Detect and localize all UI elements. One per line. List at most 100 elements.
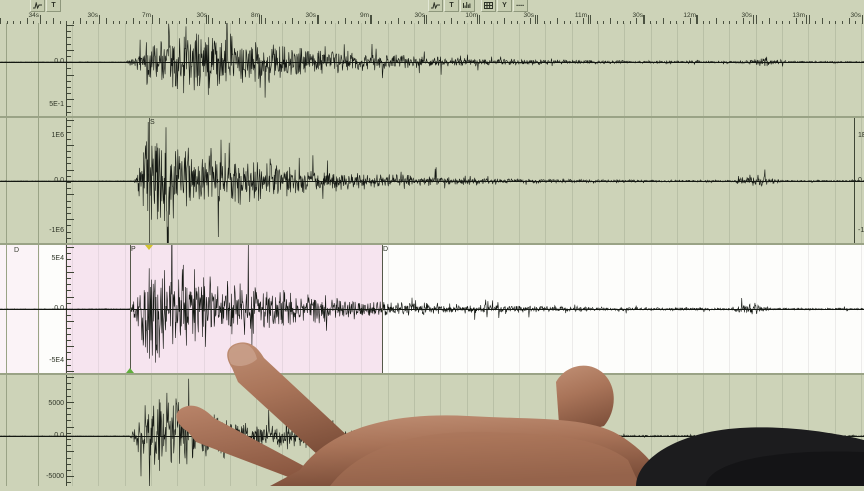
ruler-tick <box>331 21 332 24</box>
ruler-tick <box>564 21 565 24</box>
y-axis-tick <box>67 334 71 335</box>
grid-tool-button[interactable] <box>481 0 496 12</box>
time-tool-button[interactable]: T <box>46 0 61 12</box>
ruler-tick <box>318 15 319 24</box>
ruler-tick <box>345 18 346 24</box>
trace-panel-3[interactable]: D 5E4 0.0 -5E4 P D <box>0 245 864 373</box>
grid-line <box>861 118 862 243</box>
phase-marker-label: D <box>383 246 389 253</box>
ruler-tick <box>643 15 644 24</box>
y-axis-tick <box>67 321 74 322</box>
ruler-label: 11m <box>574 12 587 19</box>
ruler-tick <box>709 21 710 24</box>
waveform-trace[interactable] <box>0 245 864 373</box>
grid-line <box>598 118 599 243</box>
ruler-tick <box>0 18 1 24</box>
phase-marker-d[interactable]: D <box>382 245 388 373</box>
mini-preview-column[interactable] <box>0 23 40 116</box>
phase-marker-s[interactable]: S <box>149 118 155 243</box>
ruler-tick <box>298 21 299 24</box>
ruler-tick <box>285 21 286 24</box>
ruler-tick <box>139 21 140 24</box>
ruler-tick <box>835 21 836 24</box>
ruler-tick <box>245 21 246 24</box>
ruler-tick <box>179 21 180 24</box>
grid-line <box>624 118 625 243</box>
ruler-tick <box>292 18 293 24</box>
ruler-tick <box>617 21 618 24</box>
y-axis-tick <box>67 201 71 202</box>
panel-background <box>0 23 864 116</box>
y-axis-label: 5000 <box>48 400 64 407</box>
y-axis-tick <box>67 188 71 189</box>
mini-preview-column[interactable] <box>0 118 40 243</box>
waveform-trace[interactable] <box>0 375 864 486</box>
y-axis-tick <box>67 340 71 341</box>
y-axis-tick <box>67 75 74 76</box>
y-axis-tick <box>67 253 71 254</box>
y-axis-tick <box>67 170 74 171</box>
ruler-tick <box>484 21 485 24</box>
pick-marker-triangle[interactable] <box>144 245 153 250</box>
waveform-tool-button[interactable] <box>30 0 45 12</box>
dots-tool-button[interactable] <box>513 0 528 12</box>
spectrum-tool-button[interactable] <box>460 0 475 12</box>
trace-panel-1[interactable]: 0.0 5E-1 <box>0 23 864 116</box>
ruler-major-tick <box>806 15 807 24</box>
ruler-tick <box>511 21 512 24</box>
ruler-tick <box>93 21 94 24</box>
ruler-tick <box>60 21 61 24</box>
ruler-tick <box>457 21 458 24</box>
ruler-tick <box>451 18 452 24</box>
y-axis-tick <box>67 451 74 452</box>
waveform-trace[interactable] <box>0 118 864 243</box>
grid-line <box>72 118 73 243</box>
y-axis-tick <box>67 139 71 140</box>
ruler-tick <box>73 21 74 24</box>
ruler-tick <box>716 18 717 24</box>
ruler-tick <box>33 21 34 24</box>
grid-line <box>309 118 310 243</box>
ruler-label: 30s <box>87 12 98 19</box>
time-tool-button[interactable]: T <box>444 0 459 12</box>
y-axis-tick <box>67 50 74 51</box>
mini-column-label: D <box>14 247 20 254</box>
ruler-tick <box>663 18 664 24</box>
y-axis-tick <box>67 151 71 152</box>
ruler-major-tick <box>479 15 480 24</box>
y-axis-label: 0.0 <box>54 432 66 440</box>
grid-line <box>835 23 836 116</box>
grid-line <box>729 23 730 116</box>
time-ruler[interactable]: 34s 30s 7m 30s 8m 30s 9m 30s 10m 30s 11m 30s 12m 30s 1… <box>0 8 864 24</box>
y-axis-tick <box>67 163 71 164</box>
y-axis-tick <box>67 157 71 158</box>
ruler-tick <box>212 18 213 24</box>
ruler-tick <box>46 21 47 24</box>
grid-line <box>808 23 809 116</box>
ruler-tick <box>404 21 405 24</box>
ruler-tick <box>590 15 591 24</box>
ruler-tick <box>842 21 843 24</box>
grid-line <box>230 23 231 116</box>
y-axis-tick <box>67 219 74 220</box>
y-scale-tool-button[interactable]: Y <box>497 0 512 12</box>
phase-marker-p[interactable]: P <box>130 245 136 373</box>
y-axis-tick <box>67 476 74 477</box>
ruler-tick <box>703 21 704 24</box>
waveform-trace[interactable] <box>0 23 864 116</box>
ruler-tick <box>199 21 200 24</box>
grid-line <box>414 118 415 243</box>
y-axis-tick <box>67 68 71 69</box>
trace-panel-4[interactable]: 5000 0.0 -5000 <box>0 375 864 486</box>
trace-panel-2[interactable]: 1E6 0.0 -1E6 1E 0. -1 S <box>0 118 864 243</box>
ruler-label: 30s <box>850 12 861 19</box>
y-axis <box>66 118 67 243</box>
y-axis-tick <box>67 145 74 146</box>
pick-marker-triangle[interactable] <box>126 368 135 373</box>
y-axis-tick <box>67 427 74 428</box>
ruler-tick <box>119 21 120 24</box>
mini-preview-column[interactable] <box>0 375 40 486</box>
grid-line <box>72 23 73 116</box>
waveform-tool-button[interactable] <box>428 0 443 12</box>
ruler-tick <box>815 21 816 24</box>
